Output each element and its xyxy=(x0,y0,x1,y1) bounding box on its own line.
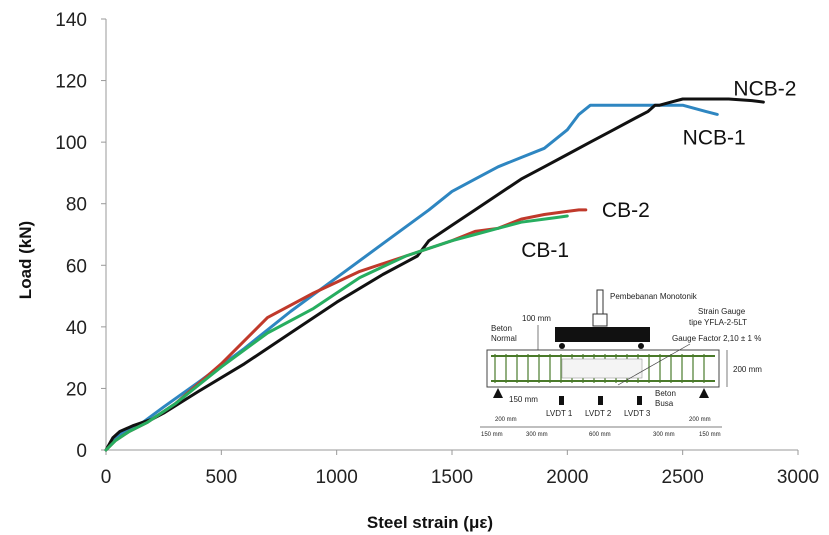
beton-normal-label-2: Normal xyxy=(491,334,517,343)
lvdt-1-icon xyxy=(559,396,564,405)
lvdt-3-icon xyxy=(637,396,642,405)
loading-column xyxy=(596,289,604,315)
y-tick-label: 40 xyxy=(66,318,87,339)
lvdt-2-icon xyxy=(598,396,603,405)
dim-300-left: 300 mm xyxy=(526,432,548,438)
strain-gauge-label-1: Strain Gauge xyxy=(698,307,746,316)
x-axis-title: Steel strain (με) xyxy=(367,513,493,532)
support-right-icon xyxy=(699,388,709,398)
dim-200-left-bottom: 200 mm xyxy=(495,417,517,423)
series-line-cb-2 xyxy=(104,208,588,452)
lvdt-1-label: LVDT 1 xyxy=(546,409,573,418)
gauge-leader xyxy=(617,343,691,386)
series-line-cb-1 xyxy=(104,214,569,452)
beton-busa-label-2: Busa xyxy=(655,399,674,408)
y-tick-label: 80 xyxy=(66,195,87,216)
dim-200-right-label: 200 mm xyxy=(733,365,762,374)
series-label-ncb-1: NCB-1 xyxy=(683,127,746,150)
x-tick-label: 500 xyxy=(205,467,237,488)
x-tick-label: 1500 xyxy=(431,467,473,488)
load-point-right xyxy=(638,343,644,349)
spreader-beam xyxy=(555,327,650,342)
y-tick-label: 60 xyxy=(66,256,87,277)
strain-gauge-label-2: tipe YFLA-2-5LT xyxy=(689,318,747,327)
y-tick-label: 120 xyxy=(55,72,87,93)
x-tick-label: 2000 xyxy=(546,467,588,488)
load-point-left xyxy=(559,343,565,349)
tick-labels: 0 500 1000 1500 2000 2500 3000 0 20 40 60 80 100 120 1… xyxy=(55,10,819,488)
y-tick-label: 100 xyxy=(55,133,87,154)
dim-100-label: 100 mm xyxy=(522,314,551,323)
dim-150-label: 150 mm xyxy=(509,395,538,404)
dim-600: 600 mm xyxy=(589,432,611,438)
y-axis-title: Load (kN) xyxy=(16,221,35,299)
lvdt-3-label: LVDT 3 xyxy=(624,409,651,418)
series-labels: NCB-2 NCB-1 CB-2 CB-1 xyxy=(521,77,796,262)
dim-150-right: 150 mm xyxy=(699,432,721,438)
lvdt-2-label: LVDT 2 xyxy=(585,409,612,418)
beton-normal-label-1: Beton xyxy=(491,324,512,333)
beton-busa-label-1: Beton xyxy=(655,389,676,398)
y-tick-label: 140 xyxy=(55,10,87,31)
loading-label: Pembebanan Monotonik xyxy=(610,292,698,301)
loading-plate xyxy=(592,313,608,327)
dim-200-right-bottom: 200 mm xyxy=(689,417,711,423)
foam-core xyxy=(561,358,643,379)
axes xyxy=(101,18,799,455)
x-tick-label: 3000 xyxy=(777,467,819,488)
series-label-ncb-2: NCB-2 xyxy=(733,77,796,100)
x-tick-label: 2500 xyxy=(662,467,704,488)
x-tick-label: 1000 xyxy=(316,467,358,488)
series-line-ncb-1 xyxy=(104,103,719,452)
series-label-cb-2: CB-2 xyxy=(602,199,650,222)
series-lines xyxy=(104,97,765,452)
test-setup-inset: Pembebanan Monotonik Beton Normal 100 mm… xyxy=(480,289,762,438)
series-line-ncb-2 xyxy=(104,97,765,452)
series-label-cb-1: CB-1 xyxy=(521,239,569,262)
x-tick-label: 0 xyxy=(101,467,112,488)
gauge-factor-label: Gauge Factor 2,10 ± 1 % xyxy=(672,334,761,343)
y-tick-label: 20 xyxy=(66,379,87,400)
dim-150-left: 150 mm xyxy=(481,432,503,438)
y-tick-label: 0 xyxy=(76,441,87,462)
support-left-icon xyxy=(493,388,503,398)
dim-300-right: 300 mm xyxy=(653,432,675,438)
